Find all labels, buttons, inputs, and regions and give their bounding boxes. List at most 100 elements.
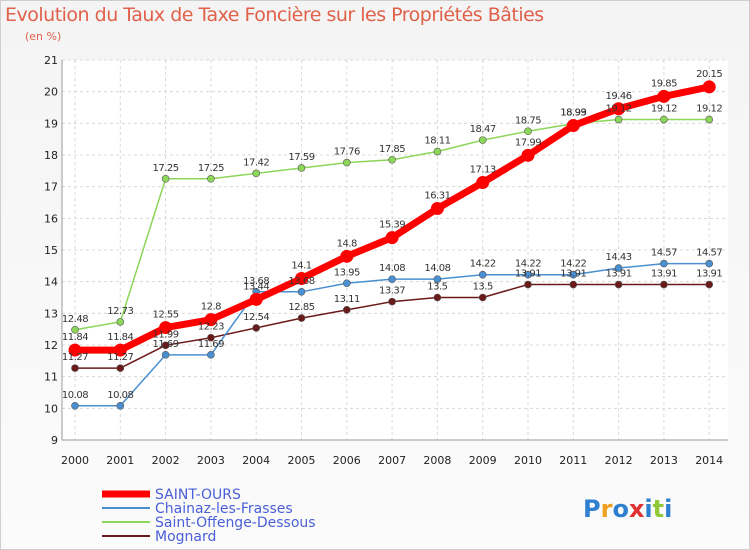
data-point-saint-ours bbox=[612, 102, 626, 116]
data-label-chainaz-les-frasses: 14.22 bbox=[515, 259, 541, 270]
data-point-saint-ours bbox=[385, 231, 399, 245]
data-label-mognard: 12.23 bbox=[198, 322, 224, 333]
data-point-saint-offenge-dessous bbox=[478, 136, 487, 144]
data-point-chainaz-les-frasses bbox=[569, 270, 578, 279]
data-point-mognard bbox=[614, 280, 623, 289]
grid-layer bbox=[62, 59, 728, 441]
data-label-saint-offenge-dessous: 19.12 bbox=[696, 104, 722, 115]
data-label-saint-ours: 20.15 bbox=[696, 69, 722, 80]
x-tick-label: 2010 bbox=[514, 454, 542, 467]
data-point-mognard bbox=[660, 280, 668, 289]
series-layer bbox=[68, 80, 716, 410]
data-labels-layer: 11.27 11.27 11.99 12.23 12.54 12.85 13.11 13.37… bbox=[62, 69, 723, 401]
data-point-chainaz-les-frasses bbox=[524, 270, 532, 279]
data-label-chainaz-les-frasses: 11.69 bbox=[153, 339, 179, 350]
data-point-mognard bbox=[433, 293, 442, 302]
data-label-saint-offenge-dessous: 17.25 bbox=[198, 163, 224, 174]
legend-label: Saint-Offenge-Dessous bbox=[155, 515, 316, 531]
logo-letter: t bbox=[653, 495, 664, 523]
y-tick-label: 10 bbox=[44, 402, 58, 415]
data-label-saint-offenge-dessous: 18.11 bbox=[424, 136, 450, 147]
data-label-saint-offenge-dessous: 18.75 bbox=[515, 115, 541, 126]
x-tick-label: 2000 bbox=[61, 454, 89, 467]
data-label-chainaz-les-frasses: 14.57 bbox=[651, 248, 677, 259]
data-point-saint-ours bbox=[295, 272, 308, 285]
data-point-saint-offenge-dessous bbox=[388, 155, 396, 164]
data-point-chainaz-les-frasses bbox=[71, 401, 79, 410]
axes-layer: 9 10 11 12 13 14 15 16 17 18 19 20 21 2000 2001 2002 200… bbox=[44, 54, 728, 467]
data-point-mognard bbox=[252, 324, 261, 332]
y-tick-label: 9 bbox=[51, 434, 58, 447]
chart-title: Evolution du Taux de Taxe Foncière sur l… bbox=[5, 4, 544, 26]
logo-letter: P bbox=[583, 495, 601, 523]
data-label-mognard: 13.5 bbox=[473, 282, 493, 293]
data-label-saint-ours: 12.8 bbox=[201, 302, 221, 313]
data-point-saint-offenge-dessous bbox=[433, 147, 442, 156]
legend-label: SAINT-OURS bbox=[155, 487, 241, 503]
data-point-mognard bbox=[207, 333, 215, 342]
data-label-chainaz-les-frasses: 13.68 bbox=[288, 276, 314, 287]
data-point-chainaz-les-frasses bbox=[614, 264, 623, 272]
data-label-chainaz-les-frasses: 10.08 bbox=[62, 390, 88, 401]
data-point-chainaz-les-frasses bbox=[342, 279, 351, 288]
data-label-saint-ours: 19.85 bbox=[651, 78, 677, 89]
data-point-chainaz-les-frasses bbox=[660, 259, 668, 268]
data-point-saint-offenge-dessous bbox=[660, 115, 668, 124]
data-point-saint-ours bbox=[159, 321, 173, 335]
data-label-mognard: 13.37 bbox=[379, 286, 405, 297]
legend-label: Chainaz-les-Frasses bbox=[155, 501, 293, 517]
y-tick-label: 16 bbox=[44, 212, 58, 225]
data-point-mognard bbox=[342, 306, 351, 314]
data-point-chainaz-les-frasses bbox=[705, 259, 714, 268]
data-label-saint-ours: 17.99 bbox=[515, 137, 541, 148]
legend: SAINT-OURSChainaz-les-FrassesSaint-Offen… bbox=[102, 487, 316, 545]
data-label-saint-ours: 17.13 bbox=[470, 165, 496, 176]
y-tick-label: 20 bbox=[44, 86, 58, 99]
y-tick-label: 12 bbox=[44, 339, 58, 352]
data-label-mognard: 13.91 bbox=[696, 269, 722, 280]
data-label-saint-offenge-dessous: 12.73 bbox=[107, 306, 133, 317]
data-point-saint-offenge-dessous bbox=[297, 164, 306, 172]
data-point-saint-offenge-dessous bbox=[342, 158, 351, 167]
data-point-chainaz-les-frasses bbox=[161, 351, 170, 359]
data-point-saint-ours bbox=[113, 343, 127, 357]
data-label-saint-offenge-dessous: 17.42 bbox=[243, 157, 269, 168]
data-label-mognard: 12.54 bbox=[243, 312, 269, 323]
data-label-saint-ours: 18.93 bbox=[560, 108, 586, 119]
data-label-saint-offenge-dessous: 18.99 bbox=[560, 108, 586, 119]
data-label-saint-ours: 13.44 bbox=[243, 281, 269, 292]
legend-label: Mognard bbox=[155, 529, 216, 545]
data-label-saint-offenge-dessous: 17.25 bbox=[153, 163, 179, 174]
data-label-mognard: 13.91 bbox=[560, 269, 586, 280]
data-label-mognard: 11.27 bbox=[62, 352, 88, 363]
x-tick-label: 2001 bbox=[106, 454, 134, 467]
data-label-saint-ours: 14.8 bbox=[337, 238, 357, 249]
data-point-mognard bbox=[524, 280, 532, 289]
data-point-chainaz-les-frasses bbox=[388, 275, 396, 283]
x-tick-label: 2011 bbox=[559, 454, 587, 467]
data-label-saint-ours: 16.31 bbox=[424, 191, 450, 202]
y-tick-label: 13 bbox=[44, 307, 58, 320]
chart-unit-label: (en %) bbox=[25, 30, 62, 43]
x-tick-label: 2003 bbox=[197, 454, 225, 467]
data-label-chainaz-les-frasses: 11.69 bbox=[198, 339, 224, 350]
data-point-saint-offenge-dessous bbox=[524, 127, 532, 136]
data-point-saint-offenge-dessous bbox=[207, 174, 215, 183]
data-point-mognard bbox=[116, 364, 125, 372]
x-tick-label: 2005 bbox=[288, 454, 316, 467]
data-label-mognard: 13.91 bbox=[515, 269, 541, 280]
data-label-chainaz-les-frasses: 14.57 bbox=[696, 248, 722, 259]
y-tick-label: 11 bbox=[44, 371, 58, 384]
data-label-saint-offenge-dessous: 18.47 bbox=[470, 124, 496, 135]
logo-letter: r bbox=[601, 495, 613, 523]
data-label-chainaz-les-frasses: 10.08 bbox=[107, 390, 133, 401]
x-tick-label: 2012 bbox=[605, 454, 633, 467]
data-label-chainaz-les-frasses: 14.22 bbox=[560, 259, 586, 270]
data-label-mognard: 13.5 bbox=[427, 282, 447, 293]
data-point-saint-offenge-dessous bbox=[614, 115, 623, 124]
data-point-chainaz-les-frasses bbox=[207, 351, 215, 359]
data-point-saint-ours bbox=[204, 313, 218, 327]
x-tick-label: 2008 bbox=[423, 454, 451, 467]
data-label-chainaz-les-frasses: 13.68 bbox=[243, 276, 269, 287]
